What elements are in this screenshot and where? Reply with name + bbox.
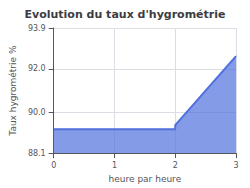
svg-text:92.0: 92.0 — [28, 64, 46, 73]
svg-text:3: 3 — [233, 161, 238, 170]
svg-text:88.1: 88.1 — [28, 149, 46, 158]
svg-text:Taux hygrométrie %: Taux hygrométrie % — [8, 45, 18, 137]
svg-text:2: 2 — [173, 161, 178, 170]
svg-text:0: 0 — [51, 161, 56, 170]
svg-text:1: 1 — [112, 161, 117, 170]
svg-text:93.9: 93.9 — [28, 24, 46, 33]
svg-text:90.0: 90.0 — [28, 108, 46, 117]
svg-text:Evolution du taux d'hygrométri: Evolution du taux d'hygrométrie — [25, 8, 226, 21]
svg-text:heure par heure: heure par heure — [109, 174, 182, 184]
